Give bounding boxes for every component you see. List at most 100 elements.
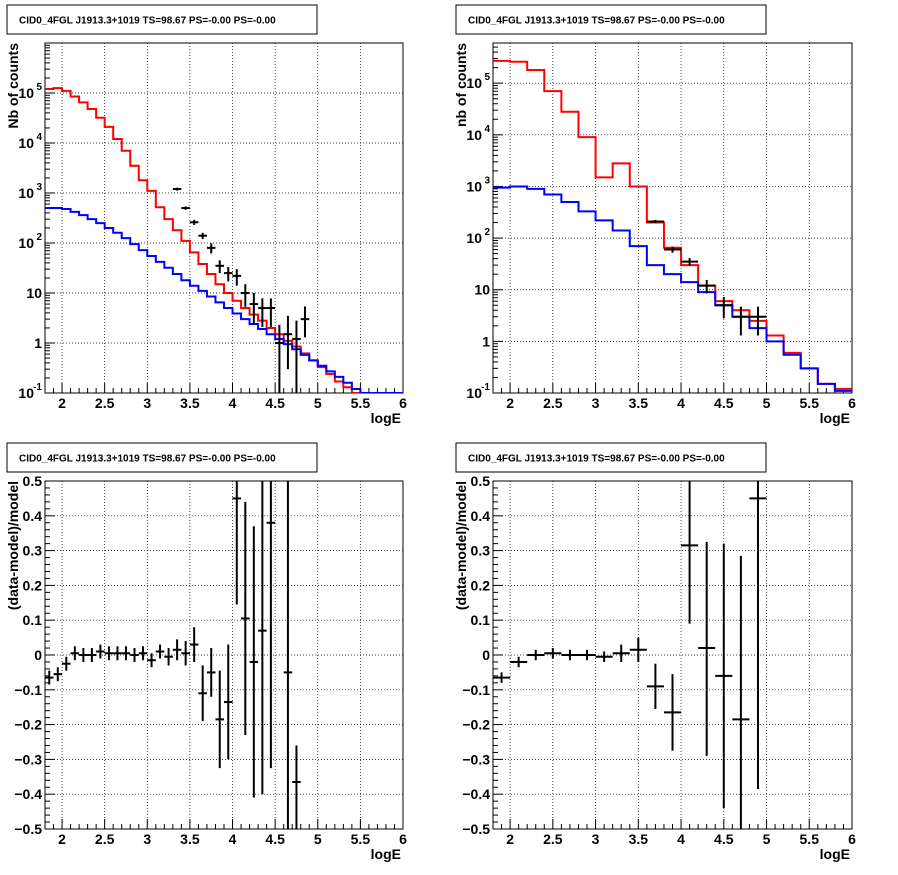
data-point: [53, 667, 63, 682]
y-tick-label: 1: [34, 335, 42, 351]
data-point: [241, 284, 250, 307]
chart-title-box: [455, 4, 767, 35]
x-tick-label: 6: [848, 395, 856, 411]
data-point: [698, 541, 716, 756]
y-tick-label: 10: [26, 285, 42, 301]
data-point: [249, 293, 259, 324]
x-tick-label: 2: [58, 395, 66, 411]
data-point: [79, 648, 88, 662]
x-axis-title: logE: [371, 410, 401, 426]
data-point: [181, 641, 190, 666]
x-tick-label: 6: [399, 395, 407, 411]
x-tick-label: 5: [314, 831, 322, 847]
plot-frame: [492, 42, 853, 394]
y-tick-exponent: 3: [36, 182, 42, 193]
data-point: [189, 219, 199, 225]
data-point: [241, 501, 250, 736]
y-tick-exponent: -1: [481, 382, 490, 393]
y-tick-label: 10: [466, 385, 482, 401]
data-point: [232, 269, 242, 286]
data-point: [232, 481, 242, 605]
data-point: [147, 653, 156, 668]
y-tick-exponent: 4: [484, 124, 490, 135]
data-point: [181, 206, 190, 210]
x-tick-label: 3: [592, 831, 600, 847]
data-point: [104, 646, 114, 661]
x-tick-label: 6: [399, 831, 407, 847]
y-tick-label: −0.3: [462, 751, 490, 767]
y-tick-label: 0.4: [23, 508, 43, 524]
x-axis-title: logE: [820, 410, 850, 426]
y-tick-exponent: -1: [33, 382, 42, 393]
y-tick-label: 0.2: [471, 577, 491, 593]
y-tick-label: 10: [466, 127, 482, 143]
y-axis: −0.5 −0.4 −0.3 −0.2 −0.1 0 0.1 0.2 0.3 0.4 0.5: [14, 473, 55, 837]
data-point: [292, 320, 301, 393]
y-tick-exponent: 5: [484, 72, 490, 83]
x-tick-label: 5.5: [800, 831, 820, 847]
plot-frame: [492, 480, 853, 830]
x-tick-label: 3.5: [180, 831, 200, 847]
y-tick-label: 0.3: [471, 543, 491, 559]
data-point: [249, 526, 259, 798]
data-point: [198, 232, 207, 240]
data-point: [283, 315, 293, 370]
data-point: [681, 481, 699, 624]
x-tick-label: 5: [314, 395, 322, 411]
plot-area: [45, 87, 403, 393]
x-axis: 2 2.5 3 3.5 4 4.5 5 5.5 6: [44, 383, 407, 411]
data-point: [206, 243, 216, 254]
chart-title: CID0_4FGL J1913.3+1019 TS=98.67 PS=-0.00…: [468, 16, 725, 27]
y-tick-label: 0.5: [471, 473, 491, 489]
y-tick-label: 0.5: [23, 473, 43, 489]
data-point: [612, 644, 630, 662]
data-point: [155, 644, 165, 659]
data-point: [164, 648, 173, 666]
x-tick-label: 2: [506, 831, 514, 847]
data-point: [292, 745, 301, 829]
data-point: [646, 663, 664, 709]
chart-title-box: [455, 442, 767, 473]
data-point: [629, 637, 647, 662]
chart-title-box: [6, 442, 318, 473]
data-point: [646, 219, 664, 224]
y-axis-title: nb of counts: [453, 43, 469, 127]
data-point: [595, 651, 613, 662]
y-tick-label: 10: [18, 185, 34, 201]
x-tick-label: 4: [677, 831, 685, 847]
x-tick-label: 6: [848, 831, 856, 847]
source-model-histogram: [493, 185, 852, 392]
y-tick-label: −0.1: [14, 682, 42, 698]
data-point: [172, 639, 182, 661]
data-point: [493, 672, 511, 683]
data-point: [300, 306, 310, 338]
chart-title: CID0_4FGL J1913.3+1019 TS=98.67 PS=-0.00…: [468, 454, 725, 465]
y-tick-label: 10: [474, 282, 490, 298]
x-tick-label: 5: [763, 395, 771, 411]
x-axis: 2 2.5 3 3.5 4 4.5 5 5.5 6: [492, 819, 856, 847]
data-point: [266, 298, 276, 327]
data-point: [172, 187, 182, 191]
y-tick-label: 0: [34, 647, 42, 663]
data-point: [130, 648, 139, 662]
y-tick-label: 0.2: [23, 577, 43, 593]
x-tick-label: 4: [677, 395, 685, 411]
data-points: [646, 219, 767, 336]
plot-area: [493, 59, 852, 392]
data-points: [45, 481, 301, 829]
y-tick-label: −0.1: [462, 682, 490, 698]
x-tick-label: 5.5: [800, 395, 820, 411]
data-point: [224, 267, 233, 282]
y-axis-title: (data-model)/model: [5, 481, 21, 610]
data-point: [206, 648, 216, 697]
data-point: [189, 627, 199, 662]
y-tick-label: −0.5: [462, 821, 490, 837]
x-tick-label: 3: [143, 395, 151, 411]
x-axis: 2 2.5 3 3.5 4 4.5 5 5.5 6: [492, 383, 856, 411]
x-tick-label: 3.5: [180, 395, 200, 411]
x-tick-label: 2: [58, 831, 66, 847]
data-point: [215, 260, 224, 274]
